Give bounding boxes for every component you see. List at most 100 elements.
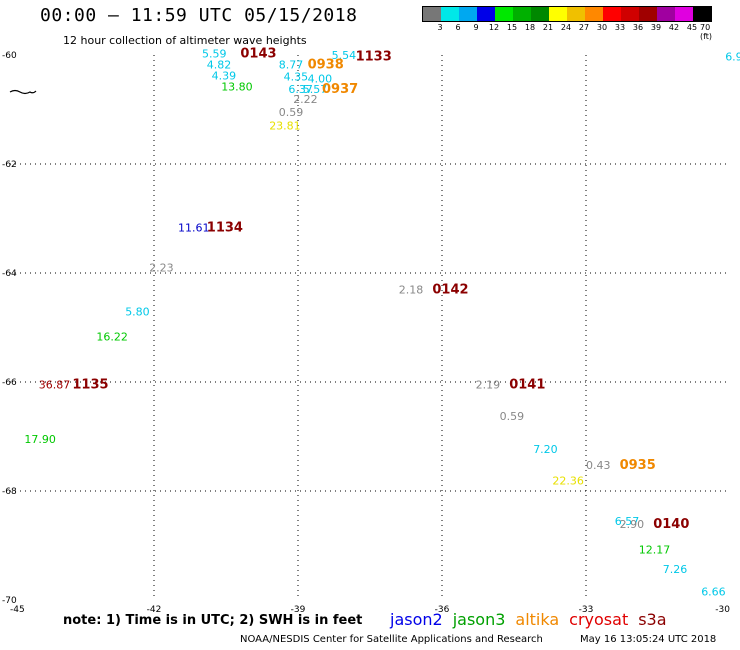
coastline-shape bbox=[9, 89, 37, 95]
wave-height-value: 2.22 bbox=[293, 93, 318, 106]
pass-time-label: 0142 bbox=[432, 283, 468, 298]
satellite-legend-item: altika bbox=[515, 610, 560, 629]
pass-time-label: 0935 bbox=[620, 458, 656, 473]
wave-height-value: 17.90 bbox=[24, 433, 56, 446]
satellite-legend-item: jason3 bbox=[452, 610, 506, 629]
wave-height-value: 7.20 bbox=[533, 443, 558, 456]
wave-height-value: 11.61 bbox=[178, 222, 210, 235]
latitude-label: -66 bbox=[2, 378, 17, 388]
wave-height-value: 2.23 bbox=[149, 261, 174, 274]
scale-box-14 bbox=[675, 7, 693, 21]
footer-note: note: 1) Time is in UTC; 2) SWH is in fe… bbox=[63, 613, 363, 628]
satellite-legend-item: cryosat bbox=[569, 610, 629, 629]
longitude-label: -33 bbox=[579, 605, 594, 615]
wave-height-value: 16.22 bbox=[96, 331, 128, 344]
scale-label: 36 bbox=[632, 23, 644, 32]
scale-box-1 bbox=[441, 7, 459, 21]
scale-label: 3 bbox=[437, 23, 443, 32]
scale-box-7 bbox=[549, 7, 567, 21]
wave-height-value: 0.59 bbox=[279, 106, 304, 119]
longitude-label: -36 bbox=[435, 605, 450, 615]
wave-height-value: 0.59 bbox=[500, 410, 524, 423]
scale-label: 24 bbox=[560, 23, 572, 32]
scale-label: 6 bbox=[455, 23, 461, 32]
pass-time-label: 1134 bbox=[207, 221, 243, 236]
scale-box-8 bbox=[567, 7, 585, 21]
latitude-label: -68 bbox=[2, 487, 17, 497]
wave-height-value: 5.54 bbox=[332, 49, 357, 62]
wave-height-value: 5.80 bbox=[125, 306, 150, 319]
scale-label: 12 bbox=[488, 23, 500, 32]
scale-box-3 bbox=[477, 7, 495, 21]
latitude-label: -60 bbox=[2, 51, 17, 61]
wave-height-value: 13.80 bbox=[221, 80, 253, 93]
scale-box-10 bbox=[603, 7, 621, 21]
wave-height-value: 5.57 bbox=[303, 83, 328, 96]
satellite-legend-item: jason2 bbox=[390, 610, 443, 629]
scale-box-6 bbox=[531, 7, 549, 21]
longitude-label: -42 bbox=[147, 605, 162, 615]
satellite-legend-item: s3a bbox=[638, 610, 667, 629]
wave-height-value: 6.66 bbox=[701, 586, 726, 599]
scale-label: 27 bbox=[578, 23, 590, 32]
scale-box-5 bbox=[513, 7, 531, 21]
color-scale-legend: 3 6 9 12 15 18 21 24 27 30 33 36 39 42 45 70 (ft) bbox=[422, 6, 712, 41]
wave-height-value: 6.37 bbox=[288, 83, 313, 96]
wave-height-value: 6.9 bbox=[725, 50, 740, 63]
longitude-label: -30 bbox=[715, 605, 730, 615]
scale-label: 42 bbox=[668, 23, 680, 32]
wave-height-value: 4.39 bbox=[212, 70, 237, 83]
wave-height-value: 2.18 bbox=[399, 284, 424, 297]
wave-height-value: 12.17 bbox=[639, 544, 671, 557]
scale-label: 70 (ft) bbox=[699, 23, 713, 41]
wave-height-value: 36.87 bbox=[39, 379, 71, 392]
wave-height-value: 4.82 bbox=[207, 59, 232, 72]
scale-box-13 bbox=[657, 7, 675, 21]
pass-time-label: 0143 bbox=[240, 47, 276, 62]
pass-time-label: 1135 bbox=[72, 378, 108, 393]
scale-label: 21 bbox=[542, 23, 554, 32]
wave-height-value: 6.57 bbox=[615, 515, 640, 528]
latitude-label: -64 bbox=[2, 269, 17, 279]
scale-box-12 bbox=[639, 7, 657, 21]
scale-box-15 bbox=[693, 7, 711, 21]
pass-time-label: 0937 bbox=[322, 82, 358, 97]
scale-box-4 bbox=[495, 7, 513, 21]
credit-text: NOAA/NESDIS Center for Satellite Applica… bbox=[240, 634, 543, 645]
wave-height-value: 2.19 bbox=[476, 379, 501, 392]
wave-height-value: 23.81 bbox=[269, 120, 301, 133]
latitude-label: -70 bbox=[2, 596, 17, 606]
pass-time-label: 0141 bbox=[509, 378, 545, 393]
scale-label: 33 bbox=[614, 23, 626, 32]
color-scale-labels: 3 6 9 12 15 18 21 24 27 30 33 36 39 42 45 70 (ft) bbox=[422, 22, 712, 41]
longitude-label: -45 bbox=[10, 605, 25, 615]
wave-height-value: 22.36 bbox=[552, 474, 584, 487]
scale-label: 15 bbox=[506, 23, 518, 32]
pass-time-label: 0938 bbox=[308, 58, 344, 73]
pass-time-label: 0140 bbox=[653, 517, 689, 532]
scale-box-0 bbox=[423, 7, 441, 21]
wave-height-value: 4.35 bbox=[284, 71, 309, 84]
wave-height-value: 5.59 bbox=[202, 48, 227, 61]
page-subtitle: 12 hour collection of altimeter wave hei… bbox=[63, 34, 307, 47]
wave-height-value: 7.26 bbox=[663, 563, 688, 576]
pass-time-label: 1133 bbox=[356, 49, 392, 64]
latitude-label: -62 bbox=[2, 160, 17, 170]
scale-label: 39 bbox=[650, 23, 662, 32]
wave-height-value: 2.90 bbox=[620, 518, 645, 531]
page-title: 00:00 – 11:59 UTC 05/15/2018 bbox=[40, 5, 358, 26]
satellite-legend: jason2 jason3 altika cryosat s3a bbox=[390, 610, 667, 629]
wave-height-value: 8.77 bbox=[279, 59, 304, 72]
scale-label: 18 bbox=[524, 23, 536, 32]
generated-timestamp: May 16 13:05:24 UTC 2018 bbox=[580, 634, 717, 645]
scale-box-2 bbox=[459, 7, 477, 21]
scale-box-9 bbox=[585, 7, 603, 21]
scale-label: 30 bbox=[596, 23, 608, 32]
scale-label: 45 bbox=[686, 23, 698, 32]
wave-height-value: 0.43 bbox=[586, 459, 611, 472]
color-scale-boxes bbox=[422, 6, 712, 22]
scale-label: 9 bbox=[473, 23, 479, 32]
longitude-label: -39 bbox=[291, 605, 306, 615]
wave-height-value: 4.00 bbox=[308, 72, 333, 85]
